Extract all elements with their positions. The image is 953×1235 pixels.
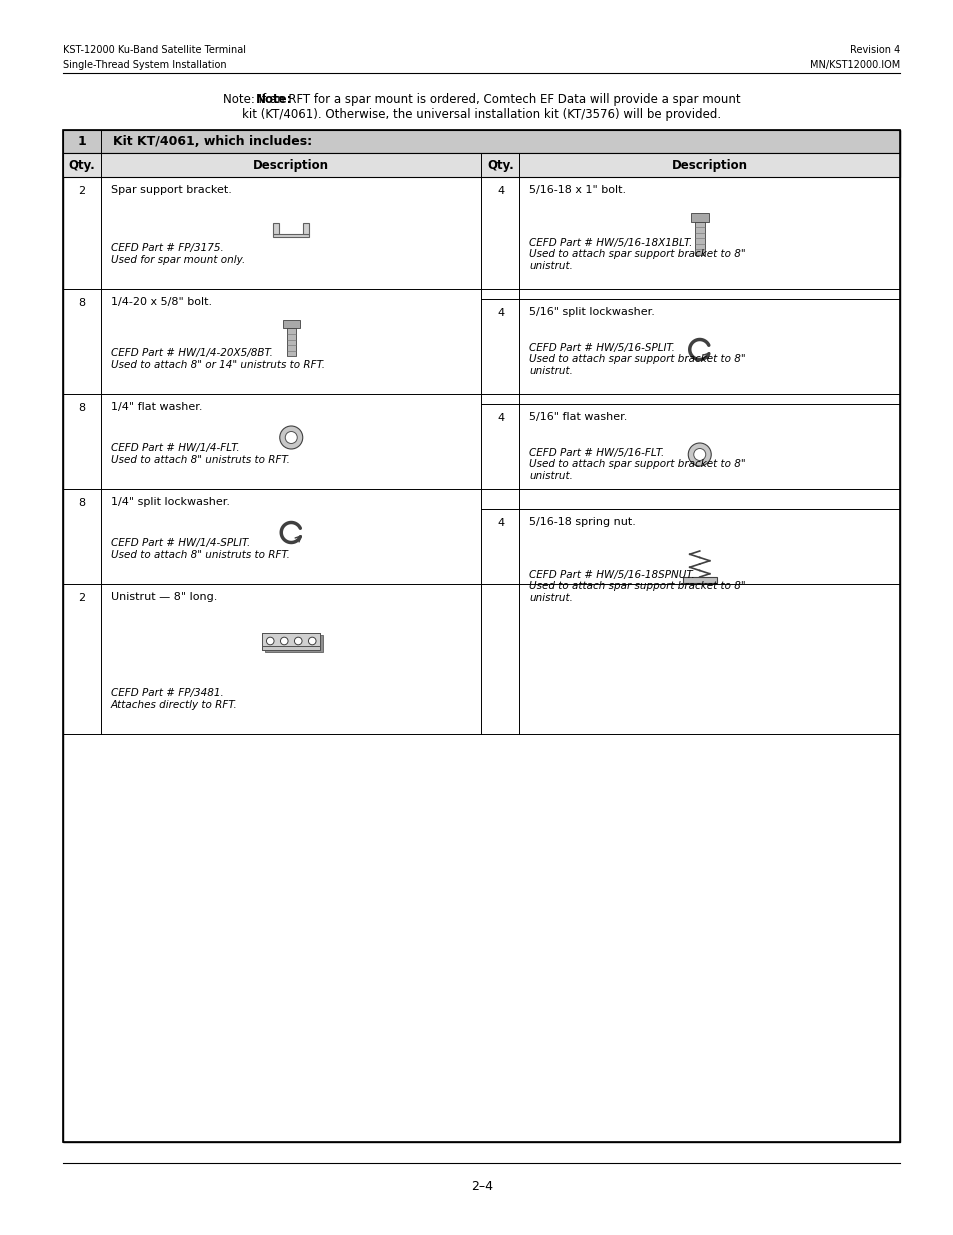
Text: Note: If an RFT for a spar mount is ordered, Comtech EF Data will provide a spar: Note: If an RFT for a spar mount is orde…: [223, 93, 740, 121]
Bar: [262, 646, 320, 650]
Text: Qty.: Qty.: [69, 159, 95, 172]
Text: 1/4-20 x 5/8" bolt.: 1/4-20 x 5/8" bolt.: [111, 296, 212, 308]
Text: 4: 4: [497, 517, 503, 529]
Text: Revision 4: Revision 4: [849, 44, 899, 56]
Text: CEFD Part # HW/5/16-SPLIT.
Used to attach spar support bracket to 8"
unistrut.: CEFD Part # HW/5/16-SPLIT. Used to attac…: [529, 343, 745, 375]
Text: Description: Description: [253, 159, 329, 172]
Text: Qty.: Qty.: [487, 159, 514, 172]
Circle shape: [687, 443, 711, 466]
Bar: [63, 130, 899, 1142]
Text: 5/16" split lockwasher.: 5/16" split lockwasher.: [529, 308, 655, 317]
Text: 8: 8: [78, 403, 86, 412]
Text: 4: 4: [497, 412, 503, 424]
Bar: [695, 222, 703, 254]
Text: CEFD Part # HW/5/16-FLT.
Used to attach spar support bracket to 8"
unistrut.: CEFD Part # HW/5/16-FLT. Used to attach …: [529, 448, 745, 480]
Text: Kit KT/4061, which includes:: Kit KT/4061, which includes:: [112, 136, 312, 148]
Text: Unistrut — 8" long.: Unistrut — 8" long.: [111, 592, 217, 601]
Bar: [274, 224, 279, 233]
Text: KST-12000 Ku-Band Satellite Terminal: KST-12000 Ku-Band Satellite Terminal: [63, 44, 246, 56]
Text: 1/4" split lockwasher.: 1/4" split lockwasher.: [111, 496, 230, 508]
Bar: [63, 130, 899, 153]
Text: 4: 4: [497, 308, 503, 317]
Bar: [63, 153, 899, 177]
Bar: [274, 233, 309, 237]
Text: CEFD Part # HW/5/16-18X1BLT.
Used to attach spar support bracket to 8"
unistrut.: CEFD Part # HW/5/16-18X1BLT. Used to att…: [529, 238, 745, 270]
Text: 2: 2: [78, 186, 86, 196]
Text: Single-Thread System Installation: Single-Thread System Installation: [63, 61, 227, 70]
Bar: [265, 635, 322, 652]
Text: 2–4: 2–4: [471, 1179, 493, 1193]
Text: MN/KST12000.IOM: MN/KST12000.IOM: [809, 61, 899, 70]
Circle shape: [285, 431, 297, 443]
Bar: [287, 329, 295, 357]
Text: 5/16-18 spring nut.: 5/16-18 spring nut.: [529, 517, 636, 527]
Circle shape: [280, 637, 288, 645]
Text: Spar support bracket.: Spar support bracket.: [111, 185, 232, 195]
Bar: [262, 632, 320, 636]
Bar: [63, 130, 899, 1142]
Bar: [690, 212, 708, 222]
Bar: [682, 577, 716, 583]
Text: CEFD Part # HW/1/4-20X5/8BT.
Used to attach 8" or 14" unistruts to RFT.: CEFD Part # HW/1/4-20X5/8BT. Used to att…: [111, 348, 325, 370]
Circle shape: [308, 637, 315, 645]
Circle shape: [693, 448, 705, 461]
Text: CEFD Part # HW/5/16-18SPNUT.
Used to attach spar support bracket to 8"
unistrut.: CEFD Part # HW/5/16-18SPNUT. Used to att…: [529, 569, 745, 603]
Text: CEFD Part # HW/1/4-SPLIT.
Used to attach 8" unistruts to RFT.: CEFD Part # HW/1/4-SPLIT. Used to attach…: [111, 538, 290, 559]
Text: CEFD Part # HW/1/4-FLT.
Used to attach 8" unistruts to RFT.: CEFD Part # HW/1/4-FLT. Used to attach 8…: [111, 443, 290, 466]
Text: 5/16-18 x 1" bolt.: 5/16-18 x 1" bolt.: [529, 185, 626, 195]
Text: 4: 4: [497, 186, 503, 196]
Text: 5/16" flat washer.: 5/16" flat washer.: [529, 412, 627, 422]
Text: 8: 8: [78, 298, 86, 308]
Text: 2: 2: [78, 593, 86, 603]
Text: 1: 1: [77, 136, 87, 148]
Text: 1/4" flat washer.: 1/4" flat washer.: [111, 403, 202, 412]
Text: Note:: Note:: [255, 93, 292, 106]
Text: 8: 8: [78, 498, 86, 508]
Bar: [282, 321, 299, 329]
Circle shape: [279, 426, 302, 450]
Text: CEFD Part # FP/3481.
Attaches directly to RFT.: CEFD Part # FP/3481. Attaches directly t…: [111, 688, 237, 710]
Bar: [262, 632, 320, 650]
Bar: [303, 224, 309, 233]
Text: Description: Description: [671, 159, 747, 172]
Circle shape: [294, 637, 302, 645]
Circle shape: [266, 637, 274, 645]
Text: CEFD Part # FP/3175.
Used for spar mount only.: CEFD Part # FP/3175. Used for spar mount…: [111, 243, 245, 266]
